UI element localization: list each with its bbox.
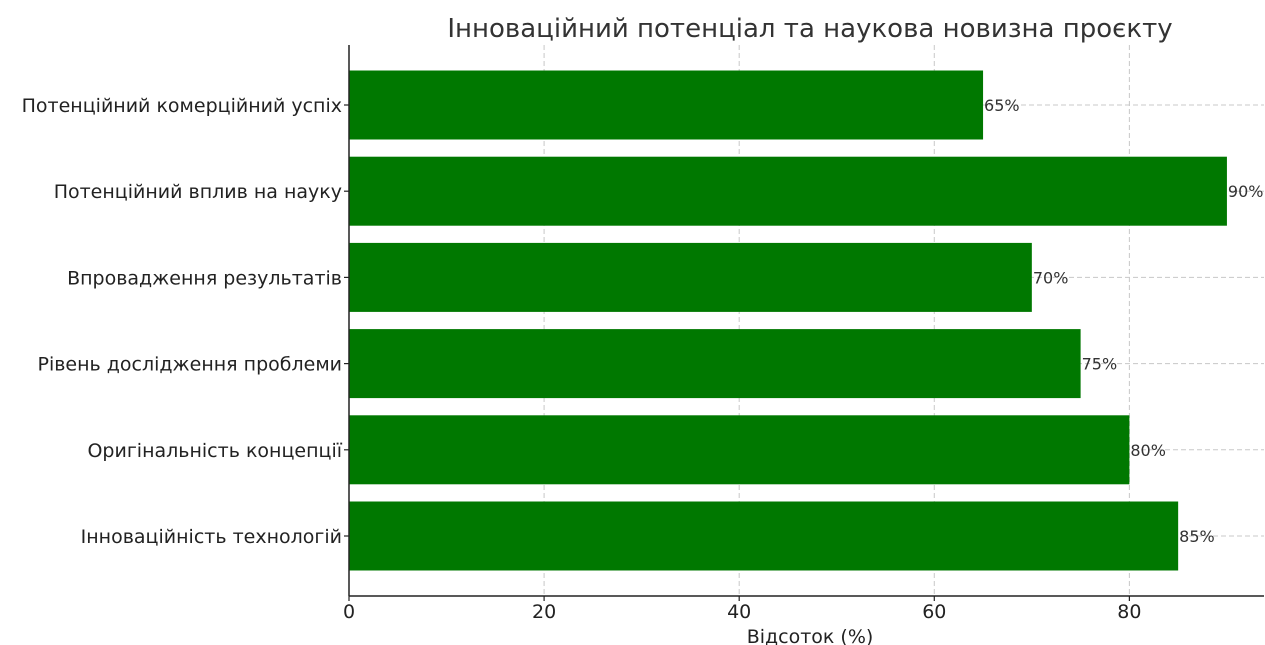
bar: [349, 415, 1130, 485]
bar: [349, 70, 984, 140]
tick-layer: 0 20 40 60 80: [343, 104, 1141, 623]
bar-value-label: 90%: [1228, 182, 1264, 201]
bar: [349, 501, 1179, 571]
category-label: Рівень дослідження проблеми: [37, 354, 342, 376]
chart-title: Інноваційний потенціал та наукова новизн…: [447, 14, 1172, 44]
x-tick-label: 80: [1117, 601, 1141, 623]
bar-value-label: 85%: [1179, 527, 1215, 546]
category-label: Потенційний вплив на науку: [54, 181, 342, 203]
bar-value-label: 75%: [1082, 355, 1118, 374]
category-label: Оригінальність концепції: [87, 440, 342, 462]
axis-layer: [348, 45, 1264, 597]
x-tick-label: 0: [343, 601, 355, 623]
x-tick-label: 40: [727, 601, 751, 623]
bar-value-label: 65%: [984, 96, 1020, 115]
category-label: Впровадження результатів: [67, 267, 342, 289]
bar: [349, 156, 1227, 226]
x-tick-label: 20: [532, 601, 556, 623]
bar: [349, 242, 1032, 312]
x-axis-label: Відсоток (%): [747, 626, 874, 645]
category-label-layer: Інноваційність технологій Оригінальність …: [22, 95, 343, 548]
bar-value-label: 80%: [1130, 441, 1166, 460]
data-label-layer: 85% 80% 75% 70% 90% 65%: [984, 96, 1263, 546]
category-label: Інноваційність технологій: [81, 526, 342, 548]
bar-value-label: 70%: [1033, 268, 1069, 287]
bar-layer: [349, 70, 1227, 571]
bar: [349, 329, 1081, 399]
category-label: Потенційний комерційний успіх: [22, 95, 342, 117]
x-tick-label: 60: [922, 601, 946, 623]
